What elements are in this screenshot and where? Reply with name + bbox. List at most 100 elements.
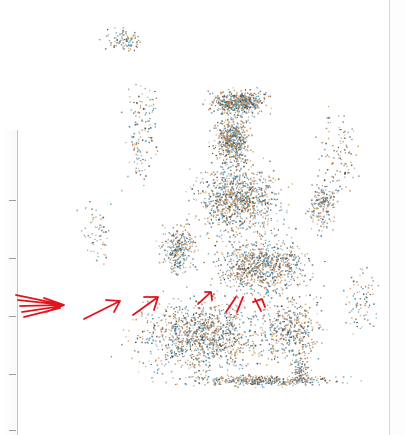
cloud-point (221, 252, 223, 254)
cloud-point (311, 203, 314, 206)
cloud-point (228, 125, 231, 127)
cloud-point (198, 219, 200, 221)
cloud-point (221, 187, 223, 189)
cloud-point (253, 177, 255, 179)
cloud-point (280, 259, 282, 261)
cloud-point (245, 105, 247, 108)
cloud-point (237, 136, 239, 138)
cloud-point (208, 369, 211, 371)
cloud-point (235, 103, 238, 105)
cloud-point (271, 352, 274, 355)
cloud-point (230, 108, 233, 110)
cloud-point (305, 368, 307, 371)
cloud-point (304, 309, 307, 312)
cloud-point (272, 344, 274, 347)
cloud-point (269, 275, 271, 277)
cloud-point (182, 264, 184, 266)
cloud-point (244, 306, 246, 308)
cloud-point (286, 234, 288, 236)
cloud-point (234, 203, 237, 205)
cloud-point (223, 95, 225, 97)
cloud-point (189, 262, 192, 264)
cloud-point (192, 333, 194, 335)
cloud-point (234, 103, 236, 105)
cloud-point (274, 267, 276, 270)
cloud-point (246, 186, 248, 189)
cloud-point (225, 131, 228, 133)
cloud-point (245, 268, 247, 270)
cloud-point (221, 200, 223, 202)
cloud-point (276, 256, 278, 259)
cloud-point (242, 269, 245, 271)
cloud-point (263, 178, 265, 180)
cloud-point (252, 350, 255, 353)
cloud-point (280, 333, 282, 335)
cloud-point (169, 253, 171, 255)
cloud-point (227, 104, 229, 107)
cloud-point (156, 372, 158, 374)
cloud-point (233, 123, 235, 125)
cloud-point (172, 377, 174, 379)
cloud-point (250, 225, 252, 227)
cloud-point (238, 106, 241, 108)
cloud-point (230, 100, 233, 102)
cloud-point (247, 191, 249, 193)
cloud-point (230, 93, 233, 95)
cloud-point (262, 282, 265, 284)
cloud-point (144, 365, 147, 368)
cloud-point (218, 98, 220, 100)
cloud-point (270, 198, 272, 200)
cloud-point (239, 145, 242, 147)
cloud-point (265, 380, 267, 382)
cloud-point (214, 202, 217, 204)
cloud-point (307, 366, 309, 368)
cloud-point (227, 186, 229, 188)
cloud-point (244, 293, 246, 295)
cloud-point (266, 185, 269, 187)
cloud-point (287, 186, 289, 188)
cloud-point (283, 381, 286, 383)
cloud-point (330, 195, 332, 197)
cloud-point (321, 201, 323, 203)
cloud-point (228, 345, 231, 348)
cloud-point (227, 88, 230, 91)
cloud-point (228, 140, 231, 142)
cloud-point (241, 204, 243, 206)
cloud-point (225, 150, 228, 152)
cloud-point (241, 92, 243, 94)
cloud-point (243, 300, 245, 302)
cloud-point (266, 339, 269, 342)
cloud-point (194, 348, 197, 350)
cloud-point (222, 377, 224, 379)
cloud-point (322, 210, 325, 212)
cloud-point (170, 306, 173, 308)
cloud-point (164, 331, 167, 333)
cloud-point (317, 203, 320, 205)
cloud-point (219, 100, 221, 102)
cloud-point (261, 192, 263, 194)
cloud-point (274, 327, 276, 329)
cloud-point (252, 189, 255, 192)
cloud-point (322, 191, 324, 194)
cloud-point (287, 381, 289, 384)
cloud-point (237, 108, 239, 110)
cloud-point (230, 108, 232, 110)
cloud-point (257, 274, 259, 277)
cloud-point (299, 379, 301, 381)
cloud-point (176, 245, 178, 248)
cloud-point (299, 353, 301, 355)
cloud-point (225, 193, 228, 196)
cloud-point (268, 175, 270, 177)
cloud-point (289, 362, 291, 364)
cloud-point (331, 193, 334, 195)
cloud-point (236, 268, 238, 270)
cloud-point (284, 325, 286, 327)
cloud-point (221, 217, 223, 219)
cloud-point (176, 326, 179, 328)
cloud-point (241, 200, 243, 202)
cloud-point (318, 202, 320, 205)
cloud-point (303, 378, 306, 380)
cloud-point (175, 233, 177, 236)
